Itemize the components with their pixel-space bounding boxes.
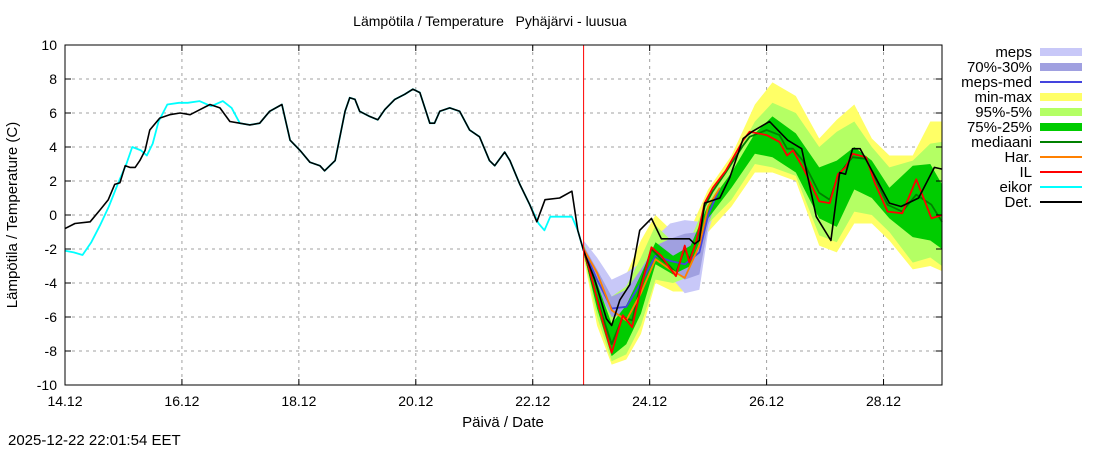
y-tick-label: 0 (49, 207, 57, 223)
legend-swatch (1040, 63, 1082, 71)
y-tick-label: -8 (45, 343, 58, 359)
legend-swatch (1040, 108, 1082, 116)
legend-swatch (1040, 123, 1082, 131)
legend-label: Det. (1004, 194, 1032, 211)
x-tick-label: 22.12 (515, 393, 550, 409)
legend-label: IL (1019, 164, 1032, 181)
y-tick-label: 4 (49, 139, 57, 155)
chart-title: Lämpötila / Temperature Pyhäjärvi - luus… (353, 13, 627, 29)
series-det (64, 88, 943, 327)
legend-label: 75%-25% (967, 119, 1032, 136)
x-tick-label: 28.12 (866, 393, 901, 409)
y-tick-label: -6 (45, 309, 58, 325)
band-75-25- (583, 116, 942, 357)
legend-label: min-max (974, 89, 1032, 106)
timestamp: 2025-12-22 22:01:54 EET (8, 432, 181, 449)
legend-label: 95%-5% (975, 104, 1032, 121)
legend-label: meps (995, 44, 1032, 61)
series-har (582, 187, 721, 322)
legend-label: meps-med (961, 74, 1032, 91)
y-tick-label: 2 (49, 173, 57, 189)
series-eikor (64, 88, 585, 256)
legend: meps70%-30%meps-medmin-max95%-5%75%-25%m… (961, 44, 1082, 211)
x-tick-label: 14.12 (47, 393, 82, 409)
x-tick-label: 18.12 (281, 393, 316, 409)
x-tick-label: 26.12 (749, 393, 784, 409)
y-tick-label: 6 (49, 105, 57, 121)
legend-swatch (1040, 93, 1082, 101)
x-tick-label: 24.12 (632, 393, 667, 409)
x-tick-label: 20.12 (398, 393, 433, 409)
y-tick-label: 10 (41, 37, 57, 53)
legend-label: mediaani (971, 134, 1032, 151)
series-lines (64, 88, 943, 354)
y-tick-label: 8 (49, 71, 57, 87)
legend-label: Har. (1004, 149, 1032, 166)
legend-label: eikor (999, 179, 1032, 196)
x-axis-label: Päivä / Date (462, 414, 544, 431)
y-axis-label: Lämpötila / Temperature (C) (4, 122, 21, 308)
y-tick-label: -10 (37, 377, 57, 393)
y-tick-label: -4 (45, 275, 58, 291)
legend-swatch (1040, 48, 1082, 56)
legend-label: 70%-30% (967, 59, 1032, 76)
y-tick-label: -2 (45, 241, 58, 257)
x-tick-label: 16.12 (164, 393, 199, 409)
